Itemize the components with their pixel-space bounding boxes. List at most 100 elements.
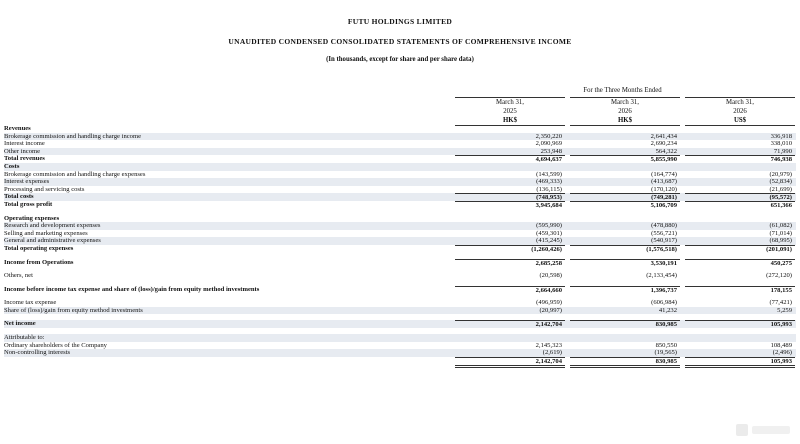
table-row: Attributable to:	[4, 334, 796, 342]
table-row: Total operating expenses (1,260,426) (1,57…	[4, 244, 796, 254]
table-row: Operating expenses	[4, 215, 796, 223]
row-label: General and administrative expenses	[4, 237, 101, 245]
table-row: General and administrative expenses (415,…	[4, 237, 796, 245]
row-value: (415,245)	[536, 237, 562, 245]
row-value: 71,990	[773, 147, 792, 155]
row-value: 5,106,709	[570, 200, 680, 210]
table-row: Share of (loss)/gain from equity method …	[4, 306, 796, 315]
row-label: Total costs	[4, 193, 34, 201]
row-label: Total revenues	[4, 155, 45, 163]
row-value: 41,232	[658, 306, 677, 314]
row-value: (2,133,454)	[646, 272, 677, 280]
table-row: Total costs (748,953) (749,281) (95,572)	[4, 193, 796, 201]
row-label: Interest income	[4, 140, 45, 148]
table-row: Other income 253,948 564,322 71,990	[4, 147, 796, 156]
company-name: FUTU HOLDINGS LIMITED	[347, 17, 453, 26]
row-label: Operating expenses	[4, 214, 60, 222]
row-value: (20,997)	[539, 306, 562, 314]
watermark-logo	[734, 420, 794, 440]
row-value: (201,091)	[685, 244, 795, 254]
row-value: (595,990)	[536, 222, 562, 230]
row-value: (540,917)	[651, 237, 677, 245]
row-value: (2,619)	[542, 349, 562, 357]
row-value: (1,260,426)	[455, 244, 565, 254]
row-value: 178,155	[685, 285, 795, 295]
row-value: 4,694,637	[455, 155, 565, 164]
row-label: Costs	[4, 162, 20, 170]
row-value: 830,985	[570, 356, 680, 369]
row-value: (478,880)	[651, 222, 677, 230]
row-value: 3,945,684	[455, 200, 565, 210]
row-value: 336,918	[770, 132, 792, 140]
table-row: Costs	[4, 162, 796, 171]
row-value: 105,993	[685, 356, 795, 369]
table-row: Income tax expense (496,959) (606,984) (77,…	[4, 299, 796, 307]
row-value: (170,120)	[651, 185, 677, 193]
row-value: (20,598)	[539, 272, 562, 280]
row-value: (496,959)	[536, 299, 562, 307]
row-label: Brokerage commission and handling charge…	[4, 132, 142, 140]
table-row: Others, net (20,598) (2,133,454) (272,120)	[4, 272, 796, 280]
row-value: (459,301)	[536, 229, 562, 237]
row-label: Research and development expenses	[4, 222, 101, 230]
table-row: Brokerage commission and handling charge…	[4, 132, 796, 141]
row-value: (95,572)	[685, 193, 795, 202]
row-value: (413,687)	[651, 178, 677, 186]
row-value: (77,421)	[769, 299, 792, 307]
column-header-1: March 31, 2025 HK$	[455, 97, 565, 126]
row-value: 253,948	[540, 147, 562, 155]
row-value: 850,550	[655, 341, 677, 349]
column-year: 2026	[618, 108, 632, 115]
row-value: (606,984)	[651, 299, 677, 307]
row-value: 564,322	[655, 147, 677, 155]
row-value: 2,685,258	[455, 258, 565, 268]
row-value: 651,366	[685, 200, 795, 210]
row-value: (20,979)	[769, 170, 792, 178]
row-label: Total operating expenses	[4, 244, 74, 252]
table-row: Processing and servicing costs (136,115) (…	[4, 186, 796, 194]
period-label: For the Three Months Ended	[583, 87, 662, 94]
statement-table: Revenues Brokerage commission and handlin…	[4, 125, 796, 369]
table-row: Interest income 2,090,969 2,690,234 338,010	[4, 140, 796, 148]
row-value: (1,576,518)	[570, 244, 680, 254]
row-value: 1,396,737	[570, 285, 680, 295]
row-label: Other income	[4, 147, 41, 155]
row-value: (272,120)	[766, 272, 792, 280]
row-value: (469,333)	[536, 178, 562, 186]
row-value: 2,690,234	[650, 140, 677, 148]
row-value: (52,834)	[769, 178, 792, 186]
table-row: Research and development expenses (595,99…	[4, 222, 796, 230]
table-row: Income from Operations 2,685,258 3,530,191…	[4, 258, 796, 268]
column-currency: HK$	[570, 116, 680, 126]
row-label: Brokerage commission and handling charge…	[4, 170, 146, 178]
table-row: Non-controlling interests (2,619) (19,565)…	[4, 349, 796, 357]
row-label: Net income	[4, 320, 36, 328]
row-value: (748,953)	[455, 193, 565, 202]
column-header-2: March 31, 2026 HK$	[570, 97, 680, 126]
row-value: 2,142,704	[455, 320, 565, 329]
row-label: Non-controlling interests	[4, 349, 71, 357]
row-value: (68,995)	[769, 237, 792, 245]
row-value: (136,115)	[536, 185, 562, 193]
row-label: Income before income tax expense and sha…	[4, 285, 260, 293]
row-value: (143,599)	[536, 170, 562, 178]
column-date: March 31,	[496, 99, 524, 106]
column-currency: US$	[685, 116, 795, 126]
row-value: (61,082)	[769, 222, 792, 230]
row-value: 105,993	[685, 320, 795, 329]
column-header-3: March 31, 2026 US$	[685, 97, 795, 126]
row-value: (71,014)	[769, 229, 792, 237]
row-label: Total gross profit	[4, 200, 53, 208]
row-label: Income from Operations	[4, 258, 74, 266]
row-value: 338,010	[770, 140, 792, 148]
row-value: (556,721)	[651, 229, 677, 237]
table-row: Ordinary shareholders of the Company 2,14…	[4, 342, 796, 350]
row-value: (749,281)	[570, 193, 680, 202]
statement-title: UNAUDITED CONDENSED CONSOLIDATED STATEME…	[228, 37, 572, 46]
document-header: FUTU HOLDINGS LIMITED UNAUDITED CONDENSE…	[0, 17, 800, 63]
row-value: 3,530,191	[570, 258, 680, 268]
row-value: 450,275	[685, 258, 795, 268]
column-date: March 31,	[726, 99, 754, 106]
row-label: Revenues	[4, 125, 31, 132]
row-value: (164,774)	[651, 170, 677, 178]
